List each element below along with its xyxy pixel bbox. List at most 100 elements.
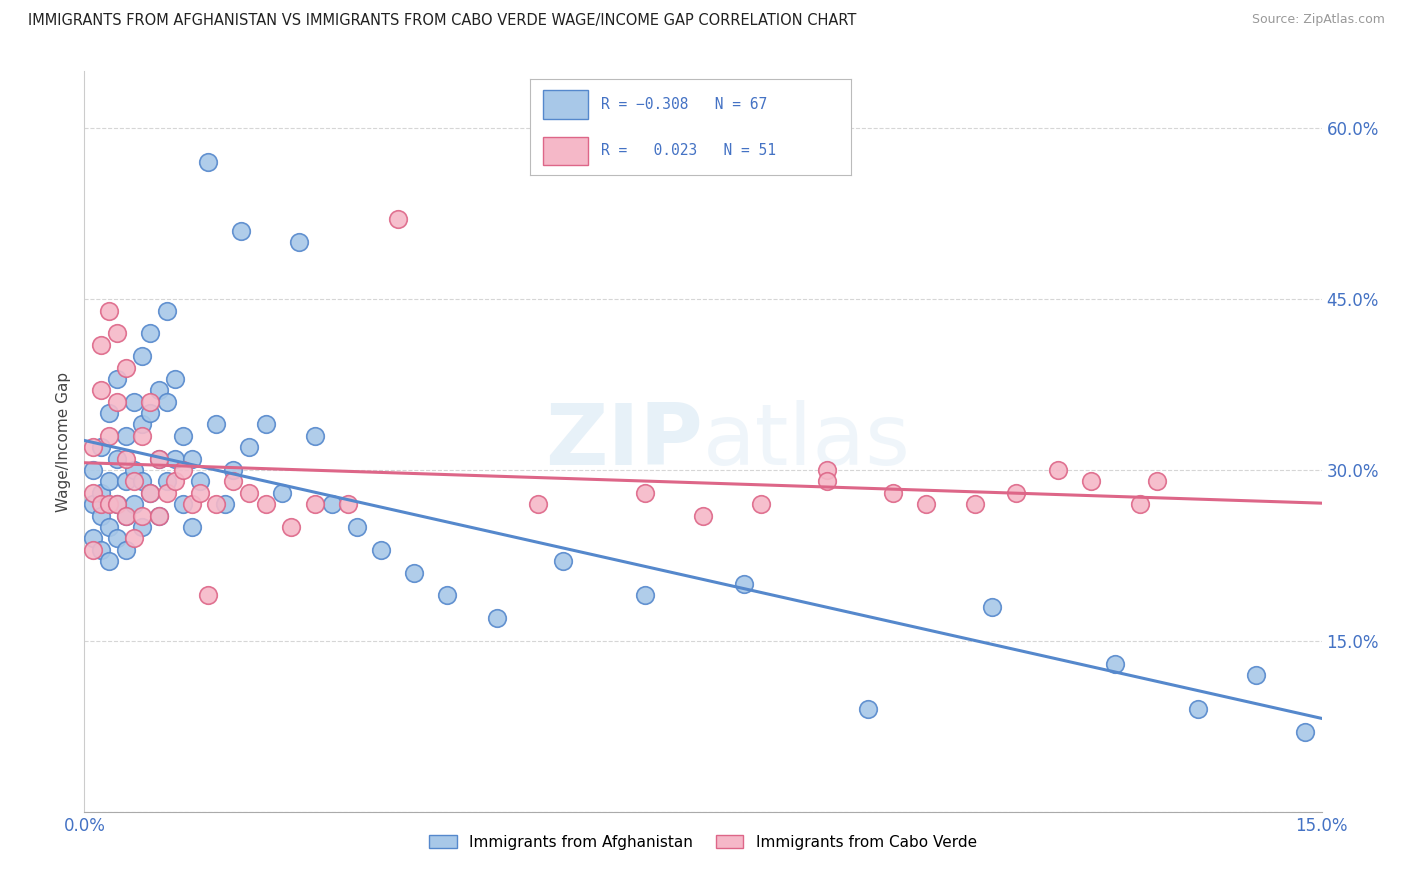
Point [634, 485, 657, 500]
Point [98, 497, 121, 511]
Point [165, 372, 187, 386]
Point [105, 532, 128, 546]
Point [280, 520, 302, 534]
Point [321, 497, 343, 511]
Point [1244, 668, 1267, 682]
Point [1005, 485, 1028, 500]
Point [1146, 475, 1168, 489]
Point [882, 485, 904, 500]
Text: ZIP: ZIP [546, 400, 703, 483]
Point [346, 520, 368, 534]
Point [165, 451, 187, 466]
Point [387, 212, 409, 227]
Point [131, 429, 153, 443]
Text: Source: ZipAtlas.com: Source: ZipAtlas.com [1251, 13, 1385, 27]
Legend: Immigrants from Afghanistan, Immigrants from Cabo Verde: Immigrants from Afghanistan, Immigrants … [423, 829, 983, 856]
Point [148, 451, 170, 466]
Point [90, 440, 112, 454]
Point [122, 475, 145, 489]
Point [485, 611, 508, 625]
Point [114, 429, 136, 443]
Point [205, 497, 228, 511]
Point [105, 497, 128, 511]
Point [139, 394, 162, 409]
Point [749, 497, 772, 511]
Point [82, 542, 104, 557]
Point [1129, 497, 1152, 511]
Point [148, 508, 170, 523]
Point [634, 588, 657, 602]
Point [222, 475, 245, 489]
Point [122, 497, 145, 511]
Point [139, 485, 162, 500]
Point [404, 566, 426, 580]
Point [114, 451, 136, 466]
Point [131, 417, 153, 432]
Point [1080, 475, 1102, 489]
Point [172, 429, 194, 443]
Point [527, 497, 550, 511]
Point [551, 554, 574, 568]
Point [114, 508, 136, 523]
Point [148, 384, 170, 398]
Point [156, 485, 179, 500]
Point [148, 451, 170, 466]
Point [229, 224, 252, 238]
Point [815, 463, 838, 477]
Point [90, 497, 112, 511]
Point [114, 508, 136, 523]
Point [205, 417, 228, 432]
Text: IMMIGRANTS FROM AFGHANISTAN VS IMMIGRANTS FROM CABO VERDE WAGE/INCOME GAP CORREL: IMMIGRANTS FROM AFGHANISTAN VS IMMIGRANT… [28, 13, 856, 29]
Point [337, 497, 360, 511]
Point [105, 497, 128, 511]
Point [90, 542, 112, 557]
Point [105, 326, 128, 341]
Y-axis label: Wage/Income Gap: Wage/Income Gap [56, 371, 72, 512]
Point [105, 394, 128, 409]
Point [238, 440, 260, 454]
Point [254, 497, 277, 511]
Point [288, 235, 311, 250]
Point [156, 475, 179, 489]
Point [98, 406, 121, 420]
Point [98, 520, 121, 534]
Point [98, 475, 121, 489]
Point [980, 599, 1002, 614]
Point [105, 372, 128, 386]
Point [90, 384, 112, 398]
Point [114, 360, 136, 375]
Point [98, 429, 121, 443]
Point [965, 497, 987, 511]
Point [122, 532, 145, 546]
Point [172, 463, 194, 477]
Point [156, 394, 179, 409]
Point [90, 337, 112, 351]
Point [214, 497, 236, 511]
Point [131, 508, 153, 523]
Point [82, 463, 104, 477]
Point [156, 303, 179, 318]
Point [139, 326, 162, 341]
Point [165, 475, 187, 489]
Point [692, 508, 714, 523]
Point [254, 417, 277, 432]
Point [304, 497, 326, 511]
Point [238, 485, 260, 500]
Point [188, 475, 211, 489]
Point [98, 303, 121, 318]
Point [82, 485, 104, 500]
Point [188, 485, 211, 500]
Point [114, 475, 136, 489]
Point [131, 349, 153, 363]
Point [370, 542, 392, 557]
Point [856, 702, 879, 716]
Point [131, 475, 153, 489]
Point [222, 463, 245, 477]
Point [1104, 657, 1126, 671]
Point [914, 497, 936, 511]
Point [733, 577, 755, 591]
Point [304, 429, 326, 443]
Point [180, 451, 202, 466]
Point [1046, 463, 1069, 477]
Point [131, 520, 153, 534]
